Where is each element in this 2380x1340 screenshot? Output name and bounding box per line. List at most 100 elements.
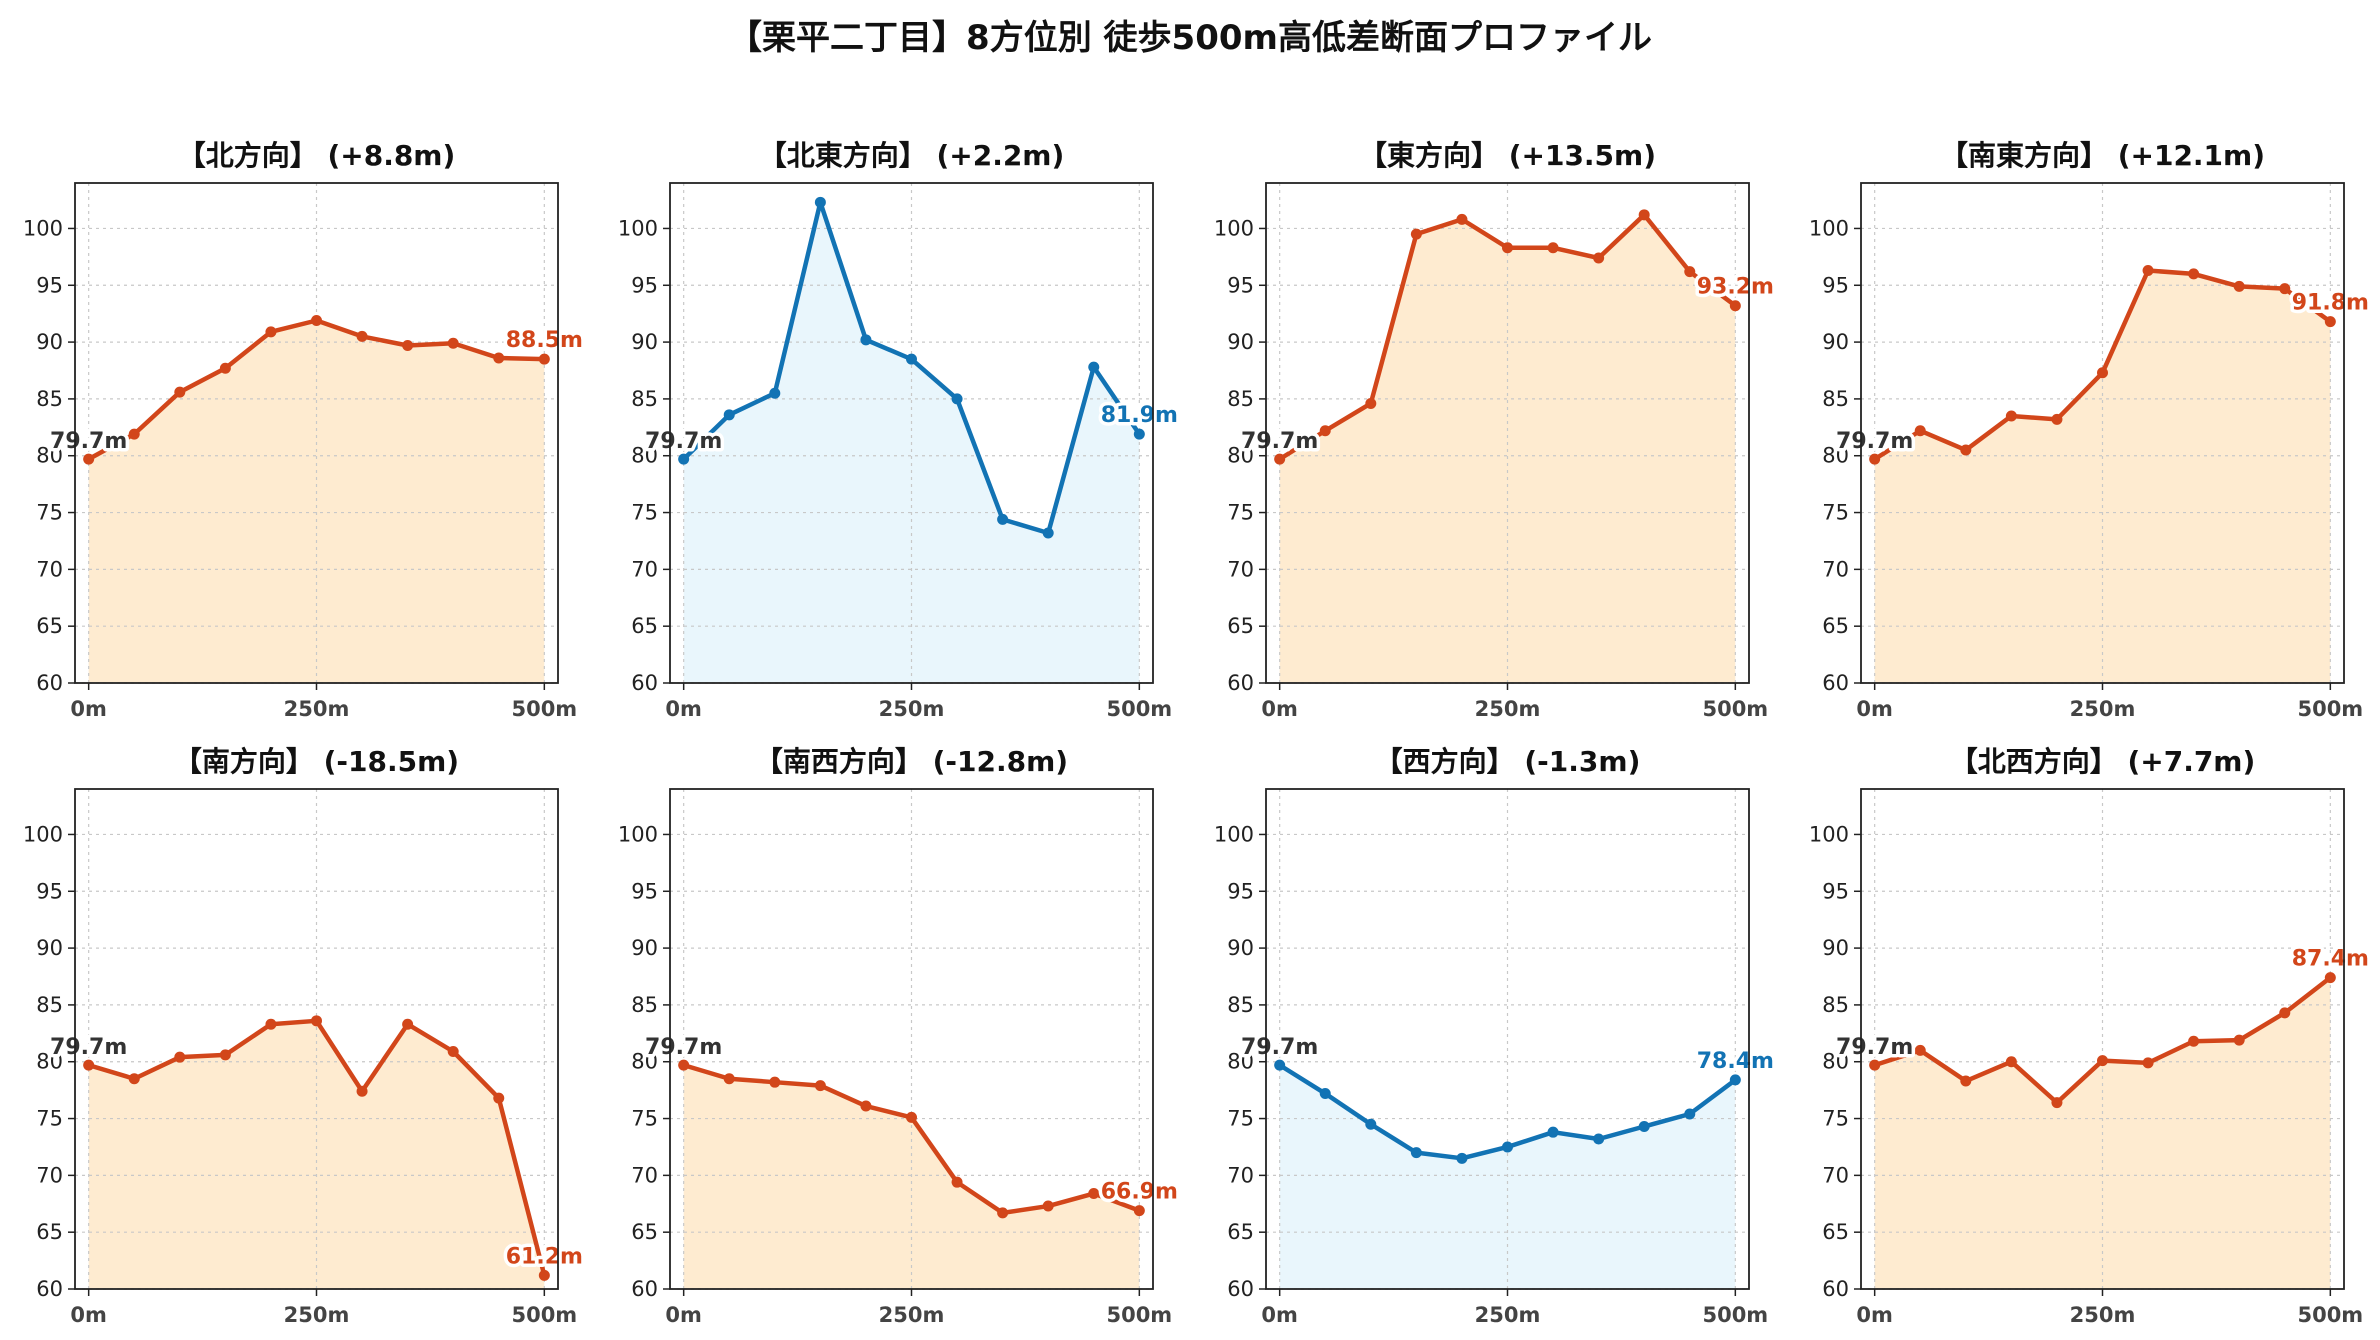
- start-value-label: 79.7m: [50, 429, 127, 454]
- y-tick-label: 65: [36, 614, 63, 638]
- data-point: [1410, 228, 1422, 240]
- data-point: [1365, 397, 1377, 409]
- y-tick-label: 90: [36, 936, 63, 960]
- area-fill: [1874, 270, 2331, 683]
- start-value-label: 79.7m: [1241, 1035, 1318, 1060]
- panel-5: 60 65 70 75 80 85 90 95 100 0m 250m 500m 【南方向】 (-18.…: [23, 745, 587, 1327]
- x-tick-label: 500m: [1702, 1303, 1768, 1327]
- panel-2: 60 65 70 75 80 85 90 95 100 0m 250m 500m 【北東方向】 (+2.…: [618, 139, 1182, 721]
- start-value-label: 79.7m: [1836, 1035, 1913, 1060]
- data-point: [311, 1015, 322, 1027]
- data-point: [906, 353, 917, 365]
- data-point: [1319, 1088, 1331, 1100]
- start-value-label: 79.7m: [50, 1035, 127, 1060]
- data-point: [1960, 1075, 1972, 1087]
- data-point: [174, 386, 186, 398]
- data-point: [1729, 1074, 1741, 1086]
- data-point: [128, 428, 140, 440]
- end-value-label: 81.9m: [1101, 403, 1178, 428]
- x-tick-label: 500m: [1702, 697, 1768, 721]
- data-point: [447, 337, 459, 349]
- x-tick-label: 0m: [665, 1303, 702, 1327]
- data-point: [1638, 1121, 1650, 1132]
- y-tick-label: 100: [1214, 822, 1254, 846]
- data-point: [2097, 1055, 2108, 1067]
- data-point: [997, 1207, 1009, 1219]
- data-point: [678, 453, 690, 465]
- data-point: [1914, 1044, 1926, 1056]
- data-point: [2051, 413, 2063, 425]
- plot-frame: [1265, 182, 1750, 684]
- start-value-label: 79.7m: [1241, 429, 1318, 454]
- data-point: [2005, 1056, 2017, 1068]
- data-point: [1684, 266, 1696, 278]
- data-point: [2188, 268, 2200, 280]
- x-tick-label: 250m: [2070, 1303, 2136, 1327]
- y-tick-label: 100: [23, 216, 63, 240]
- data-point: [2142, 1057, 2154, 1069]
- data-point: [1914, 425, 1926, 437]
- x-tick-label: 0m: [70, 697, 107, 721]
- plot-frame: [1860, 182, 2345, 684]
- end-value-label: 66.9m: [1101, 1180, 1178, 1205]
- y-tick-label: 90: [631, 330, 658, 354]
- data-point: [814, 196, 826, 208]
- y-tick-label: 90: [1822, 330, 1849, 354]
- y-tick-label: 95: [1822, 879, 1849, 903]
- x-tick-label: 250m: [2070, 697, 2136, 721]
- y-tick-label: 90: [36, 330, 63, 354]
- plot-frame: [669, 182, 1154, 684]
- figure-title: 【栗平二丁目】8方位別 徒歩500m高低差断面プロファイル: [728, 18, 1652, 58]
- y-tick-label: 60: [36, 671, 63, 695]
- y-tick-label: 100: [1809, 822, 1849, 846]
- data-point: [2279, 1007, 2291, 1019]
- data-point: [2233, 1034, 2245, 1046]
- panel-title: 【西方向】 (-1.3m): [1375, 745, 1641, 778]
- y-tick-label: 70: [631, 557, 658, 581]
- y-tick-label: 80: [36, 444, 63, 468]
- x-tick-label: 250m: [879, 697, 945, 721]
- data-point: [2051, 1097, 2063, 1109]
- panel-title: 【南西方向】 (-12.8m): [755, 745, 1068, 778]
- data-point: [1319, 425, 1331, 437]
- y-tick-label: 80: [1822, 444, 1849, 468]
- data-point: [356, 1085, 368, 1097]
- y-tick-label: 80: [1227, 1050, 1254, 1074]
- data-point: [1502, 1141, 1513, 1153]
- y-tick-label: 70: [1822, 1163, 1849, 1187]
- y-tick-label: 60: [1822, 671, 1849, 695]
- y-tick-label: 70: [631, 1163, 658, 1187]
- y-tick-label: 80: [1822, 1050, 1849, 1074]
- data-point: [2097, 367, 2108, 379]
- y-tick-label: 70: [1227, 557, 1254, 581]
- data-point: [1088, 1188, 1100, 1200]
- data-point: [538, 353, 550, 365]
- x-tick-label: 500m: [511, 1303, 577, 1327]
- data-point: [83, 1059, 95, 1071]
- data-point: [769, 387, 781, 399]
- y-tick-label: 100: [1809, 216, 1849, 240]
- y-tick-label: 65: [36, 1220, 63, 1244]
- area-fill: [683, 1065, 1140, 1289]
- x-tick-label: 0m: [70, 1303, 107, 1327]
- y-tick-label: 70: [1822, 557, 1849, 581]
- y-tick-label: 70: [1227, 1163, 1254, 1187]
- y-tick-label: 90: [1227, 330, 1254, 354]
- y-tick-label: 65: [1227, 1220, 1254, 1244]
- data-point: [1365, 1118, 1377, 1130]
- end-value-label: 91.8m: [2292, 291, 2369, 316]
- x-tick-label: 0m: [1261, 697, 1298, 721]
- x-tick-label: 0m: [1261, 1303, 1298, 1327]
- data-point: [860, 334, 872, 346]
- x-tick-label: 250m: [1475, 1303, 1541, 1327]
- x-tick-label: 250m: [284, 1303, 350, 1327]
- plot-frame: [74, 182, 559, 684]
- y-tick-label: 95: [1822, 273, 1849, 297]
- panel-title: 【北西方向】 (+7.7m): [1950, 745, 2256, 778]
- y-tick-label: 100: [618, 216, 658, 240]
- data-point: [1133, 428, 1145, 440]
- plot-frame: [1265, 788, 1750, 1290]
- data-point: [128, 1073, 140, 1085]
- y-tick-label: 60: [1227, 1277, 1254, 1301]
- y-tick-label: 80: [631, 1050, 658, 1074]
